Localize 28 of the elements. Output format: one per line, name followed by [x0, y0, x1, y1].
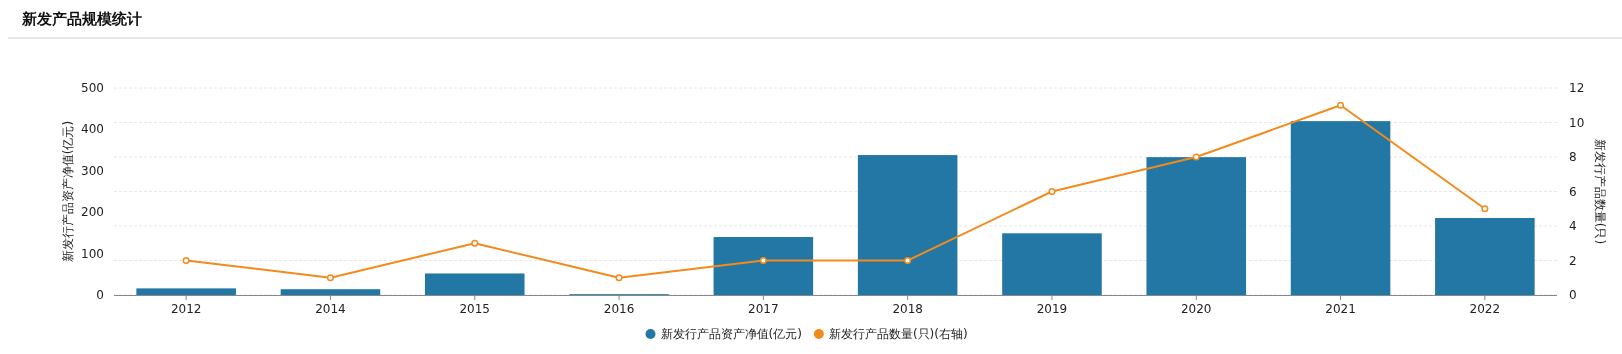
y2-tick-label: 10	[1569, 115, 1585, 130]
legend-label: 新发行产品资产净值(亿元)	[660, 327, 802, 341]
x-tick-label: 2017	[748, 302, 779, 316]
y2-tick-label: 0	[1569, 288, 1577, 302]
x-tick-label: 2016	[603, 302, 635, 316]
x-tick-label: 2014	[315, 302, 346, 316]
y-tick-label: 0	[96, 288, 104, 302]
y-tick-label: 400	[81, 122, 104, 137]
y2-tick-label: 8	[1569, 150, 1577, 164]
x-tick-label: 2012	[170, 302, 202, 316]
legend-label: 新发行产品数量(只)(右轴)	[828, 327, 968, 341]
x-tick-label: 2018	[892, 302, 923, 316]
y2-tick-label: 2	[1569, 253, 1577, 268]
y-tick-label: 500	[81, 81, 104, 95]
y-axis-title: 新发行产品资产净值(亿元)	[61, 120, 75, 263]
x-tick-label: 2022	[1469, 302, 1501, 316]
y-tick-label: 100	[81, 246, 104, 261]
y-tick-label: 300	[81, 163, 104, 178]
x-tick-label: 2021	[1325, 302, 1356, 316]
y2-axis-title: 新发行产品数量(只)	[1593, 138, 1607, 245]
x-tick-label: 2020	[1180, 302, 1212, 316]
y2-tick-label: 6	[1569, 184, 1577, 199]
y-tick-label: 200	[81, 205, 104, 220]
chart-title: 新发产品规模统计	[21, 10, 142, 28]
y2-tick-label: 4	[1569, 219, 1577, 233]
y2-tick-label: 12	[1569, 81, 1585, 95]
x-tick-label: 2019	[1036, 302, 1068, 316]
x-tick-label: 2015	[459, 302, 491, 316]
